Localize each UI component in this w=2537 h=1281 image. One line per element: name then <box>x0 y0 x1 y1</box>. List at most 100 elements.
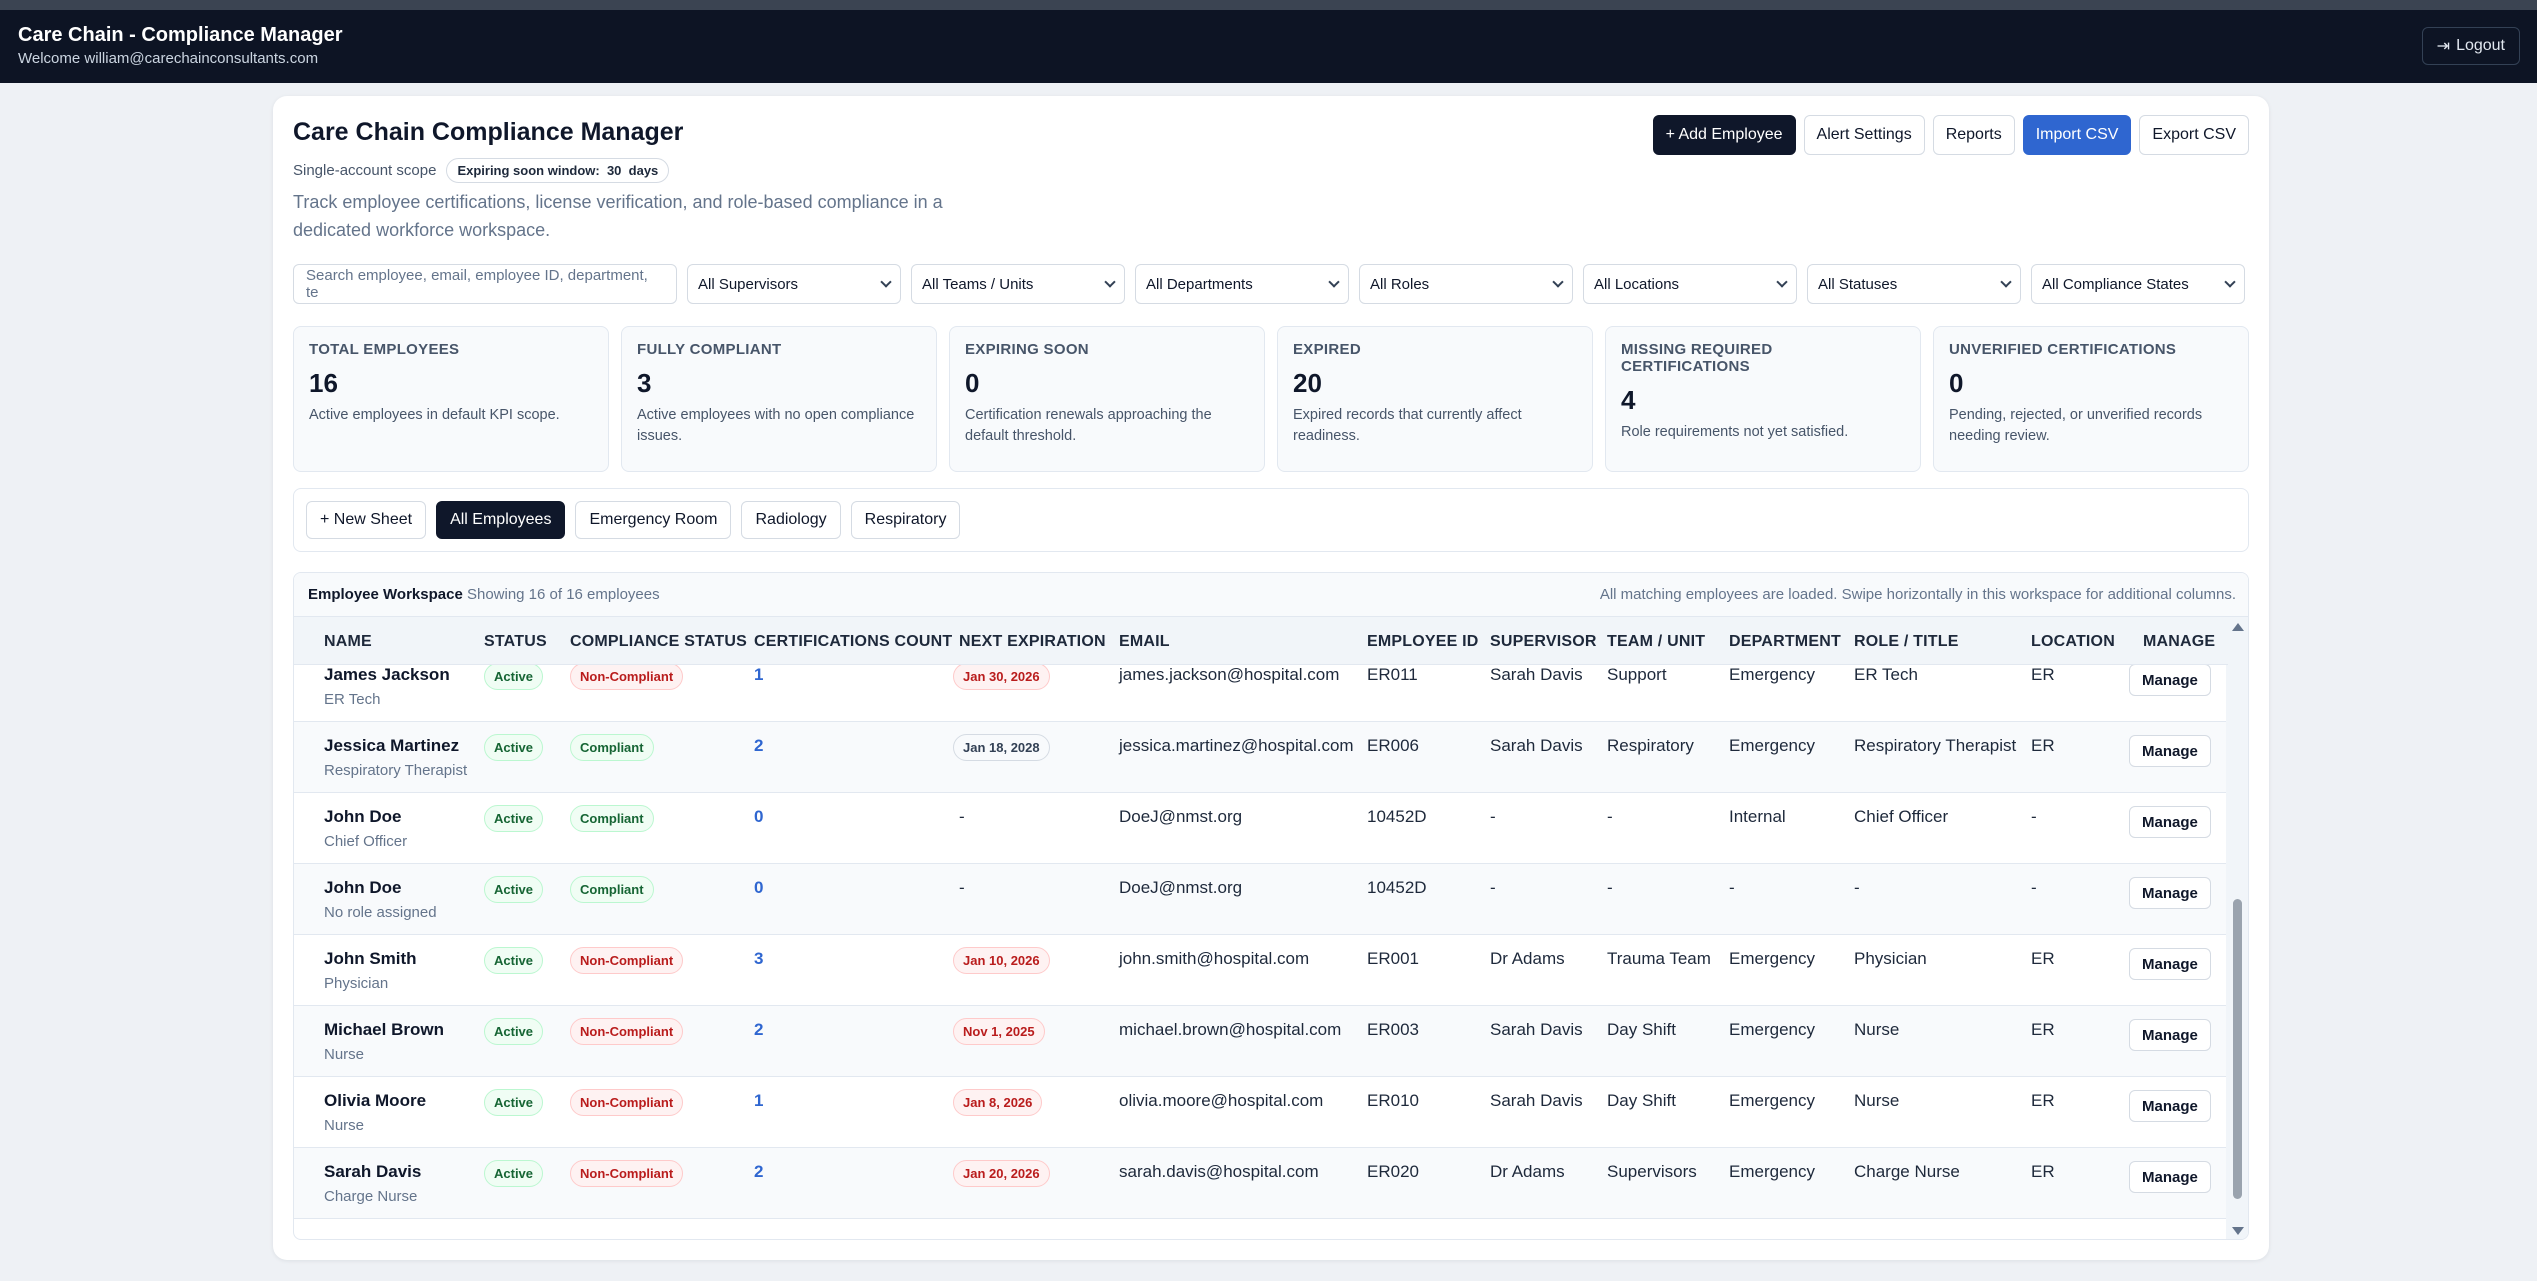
col-location[interactable]: LOCATION <box>2031 633 2115 650</box>
logout-button[interactable]: ⇥ Logout <box>2421 27 2520 65</box>
supervisor-select[interactable]: All Supervisors <box>687 264 901 304</box>
scroll-thumb[interactable] <box>2233 899 2242 1199</box>
chevron-down-icon <box>1776 276 1788 288</box>
main-card: Care Chain Compliance Manager Single-acc… <box>273 96 2269 1260</box>
employee-name[interactable]: John Smith <box>324 949 417 968</box>
manage-button[interactable]: Manage <box>2129 1161 2211 1193</box>
department: Internal <box>1729 807 1786 826</box>
department: Emergency <box>1729 1091 1815 1110</box>
tab-respiratory[interactable]: Respiratory <box>850 501 961 539</box>
team-unit: Day Shift <box>1607 1020 1676 1039</box>
status-badge: Active <box>484 665 544 690</box>
scroll-up-icon[interactable] <box>2232 623 2244 631</box>
col-compliance[interactable]: COMPLIANCE STATUS <box>570 633 748 650</box>
col-department[interactable]: DEPARTMENT <box>1729 633 1841 650</box>
col-employee-id[interactable]: EMPLOYEE ID <box>1367 633 1479 650</box>
search-input[interactable]: Search employee, email, employee ID, dep… <box>293 264 677 304</box>
department: Emergency <box>1729 736 1815 755</box>
manage-button[interactable]: Manage <box>2129 806 2211 838</box>
col-team[interactable]: TEAM / UNIT <box>1607 633 1706 650</box>
expiring-window-badge[interactable]: Expiring soon window: 30 days <box>446 158 670 183</box>
next-expiration: - <box>959 878 965 897</box>
col-role-title[interactable]: ROLE / TITLE <box>1854 633 1959 650</box>
employee-name[interactable]: James Jackson <box>324 665 450 684</box>
team-unit: Supervisors <box>1607 1162 1697 1181</box>
table-header: NAME STATUS COMPLIANCE STATUS CERTIFICAT… <box>294 617 2228 665</box>
alert-settings-button[interactable]: Alert Settings <box>1803 115 1925 155</box>
col-supervisor[interactable]: SUPERVISOR <box>1490 633 1597 650</box>
vertical-scrollbar[interactable] <box>2226 617 2248 1239</box>
tab-all-employees[interactable]: All Employees <box>436 501 566 539</box>
status-badge: Active <box>484 805 544 832</box>
reports-button[interactable]: Reports <box>1932 115 2015 155</box>
compliance-badge: Non-Compliant <box>570 665 684 690</box>
manage-button[interactable]: Manage <box>2129 1090 2211 1122</box>
table-row: John Smith Physician Active Non-Compliant 3 J… <box>294 935 2228 1006</box>
manage-button[interactable]: Manage <box>2129 735 2211 767</box>
employee-id: ER001 <box>1367 949 1419 968</box>
supervisor: Sarah Davis <box>1490 1020 1583 1039</box>
chevron-down-icon <box>2224 276 2236 288</box>
cert-count-link[interactable]: 2 <box>754 1162 764 1181</box>
status-badge: Active <box>484 947 544 974</box>
employee-name[interactable]: Jessica Martinez <box>324 736 460 755</box>
employee-name[interactable]: Olivia Moore <box>324 1091 427 1110</box>
status-select[interactable]: All Statuses <box>1807 264 2021 304</box>
col-next-expiration[interactable]: NEXT EXPIRATION <box>959 633 1106 650</box>
employee-name[interactable]: John Doe <box>324 807 402 826</box>
cert-count-link[interactable]: 2 <box>754 1020 764 1039</box>
scroll-down-icon[interactable] <box>2232 1227 2244 1235</box>
kpi-fully-compliant: FULLY COMPLIANT 3 Active employees with … <box>621 326 937 472</box>
col-email[interactable]: EMAIL <box>1119 633 1170 650</box>
location: ER <box>2031 665 2055 684</box>
role-title: Respiratory Therapist <box>1854 736 2017 755</box>
employee-id: ER003 <box>1367 1020 1419 1039</box>
chevron-down-icon <box>1328 276 1340 288</box>
location: ER <box>2031 949 2055 968</box>
col-cert-count[interactable]: CERTIFICATIONS COUNT <box>754 633 953 650</box>
location: ER <box>2031 1020 2055 1039</box>
add-employee-button[interactable]: + Add Employee <box>1652 115 1796 155</box>
cert-count-link[interactable]: 0 <box>754 807 764 826</box>
cert-count-link[interactable]: 1 <box>754 665 764 684</box>
role-title: ER Tech <box>1854 665 1918 684</box>
manage-button[interactable]: Manage <box>2129 665 2211 696</box>
cert-count-link[interactable]: 0 <box>754 878 764 897</box>
compliance-badge: Compliant <box>570 734 654 761</box>
compliance-select[interactable]: All Compliance States <box>2031 264 2245 304</box>
compliance-badge: Compliant <box>570 805 654 832</box>
new-sheet-button[interactable]: + New Sheet <box>306 501 427 539</box>
next-expiration-badge: Jan 18, 2028 <box>953 734 1050 761</box>
cert-count-link[interactable]: 1 <box>754 1091 764 1110</box>
col-status[interactable]: STATUS <box>484 633 547 650</box>
employee-name[interactable]: John Doe <box>324 878 402 897</box>
compliance-badge: Compliant <box>570 876 654 903</box>
col-name[interactable]: NAME <box>324 633 372 650</box>
employee-id: 10452D <box>1367 878 1427 897</box>
role-select[interactable]: All Roles <box>1359 264 1573 304</box>
cert-count-link[interactable]: 3 <box>754 949 764 968</box>
employee-name[interactable]: Sarah Davis <box>324 1162 422 1181</box>
table-row: Michael Brown Nurse Active Non-Compliant 2 No… <box>294 1006 2228 1077</box>
location-select[interactable]: All Locations <box>1583 264 1797 304</box>
supervisor: Sarah Davis <box>1490 736 1583 755</box>
employee-email: jessica.martinez@hospital.com <box>1119 736 1354 755</box>
browser-scroll-thumb[interactable] <box>0 0 2537 10</box>
cert-count-link[interactable]: 2 <box>754 736 764 755</box>
export-csv-button[interactable]: Export CSV <box>2139 115 2249 155</box>
manage-button[interactable]: Manage <box>2129 1019 2211 1051</box>
compliance-badge: Non-Compliant <box>570 1089 684 1116</box>
department-select[interactable]: All Departments <box>1135 264 1349 304</box>
app-bar: Care Chain - Compliance Manager Welcome … <box>0 10 2537 83</box>
employee-name[interactable]: Michael Brown <box>324 1020 444 1039</box>
manage-button[interactable]: Manage <box>2129 877 2211 909</box>
tab-radiology[interactable]: Radiology <box>741 501 841 539</box>
page-description: Track employee certifications, license v… <box>293 192 943 240</box>
team-select[interactable]: All Teams / Units <box>911 264 1125 304</box>
kpi-missing-required: MISSING REQUIRED CERTIFICATIONS 4 Role r… <box>1605 326 1921 472</box>
tab-emergency-room[interactable]: Emergency Room <box>575 501 732 539</box>
employee-email: DoeJ@nmst.org <box>1119 878 1243 897</box>
table-row: Jessica Martinez Respiratory Therapist Act… <box>294 722 2228 793</box>
manage-button[interactable]: Manage <box>2129 948 2211 980</box>
import-csv-button[interactable]: Import CSV <box>2022 115 2132 155</box>
